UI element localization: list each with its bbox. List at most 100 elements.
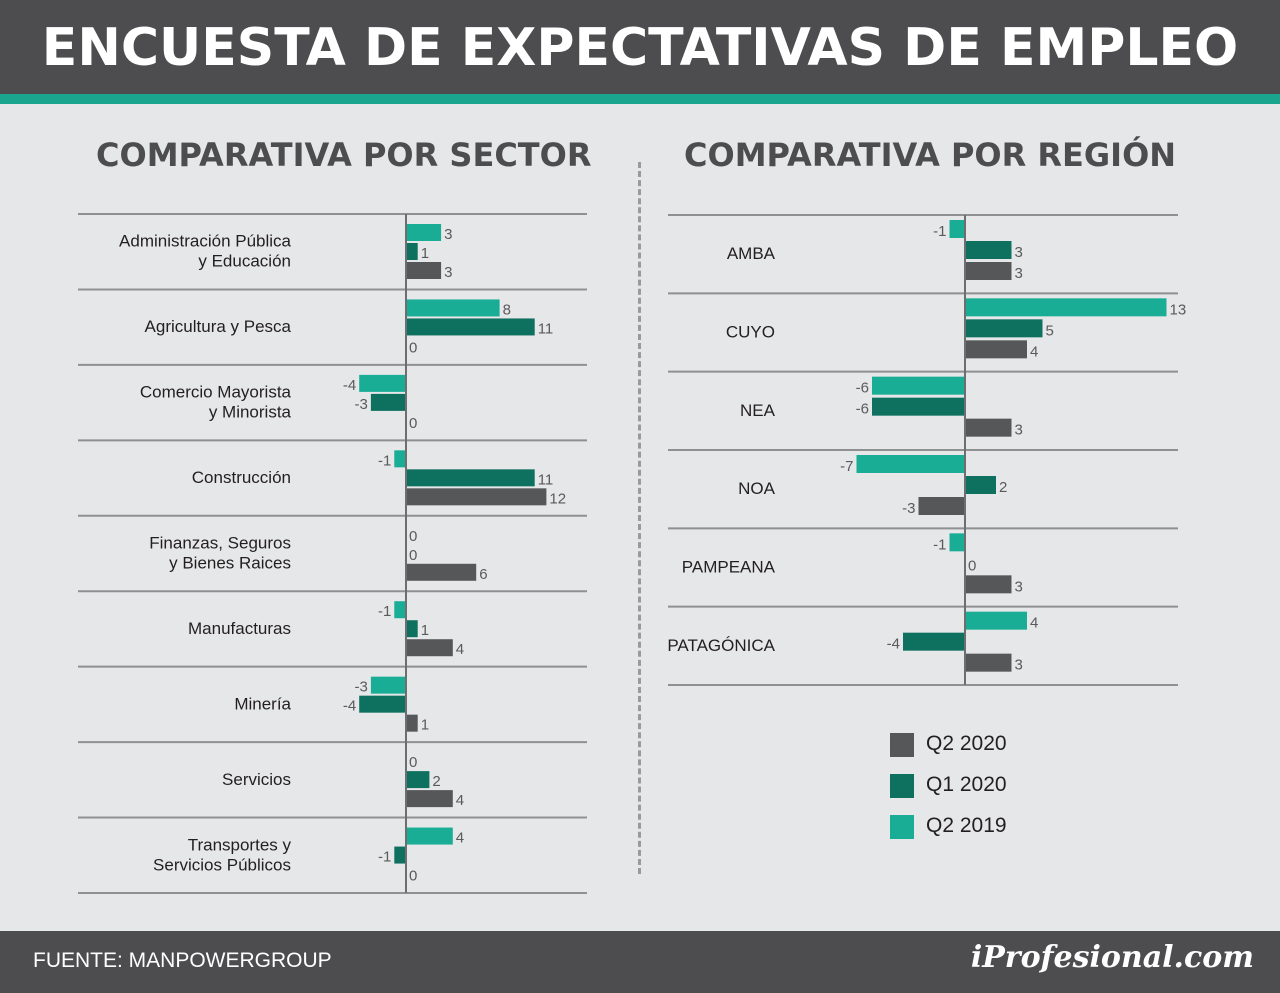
region-value-label: 3 (1015, 244, 1023, 261)
sector-bar-q2-2019 (406, 224, 442, 241)
legend-item-q2-2020: Q2 2020 (890, 730, 1090, 760)
sector-value-label: 1 (421, 717, 429, 734)
region-bar-q2-2019 (949, 533, 965, 552)
region-bar-q1-2020 (965, 319, 1043, 338)
sector-category-label: Transportes y (188, 835, 292, 854)
sector-bar-q2-2020 (406, 262, 442, 279)
legend-item-q1-2020: Q1 2020 (890, 771, 1090, 801)
region-value-label: 2 (999, 479, 1007, 496)
region-bar-q2-2020 (965, 653, 1012, 672)
sector-value-label: 0 (409, 754, 417, 771)
sector-bar-q2-2019 (394, 450, 406, 468)
sector-value-label: -1 (378, 452, 391, 469)
sector-bar-q1-2020 (359, 695, 406, 713)
sector-value-label: 6 (479, 566, 487, 583)
header-bar (0, 0, 1280, 94)
legend-swatch-q2-2020 (890, 733, 914, 757)
sector-chart-title: COMPARATIVA POR SECTOR (96, 136, 592, 174)
sector-value-label: 4 (456, 830, 464, 847)
sector-bar-q1-2020 (406, 318, 535, 336)
region-bar-q2-2019 (872, 376, 965, 395)
legend-item-q2-2019: Q2 2019 (890, 812, 1090, 842)
brand-logo: iProfesional.com (970, 940, 1254, 975)
chart-divider (638, 162, 641, 874)
sector-bar-q2-2020 (406, 488, 547, 506)
sector-value-label: 11 (538, 320, 554, 337)
sector-category-label: y Minorista (209, 403, 292, 422)
sector-value-label: 0 (409, 415, 417, 432)
region-category-label: NEA (740, 401, 776, 420)
sector-bar-q2-2019 (406, 299, 500, 317)
sector-bar-q2-2020 (406, 790, 453, 808)
legend-swatch-q2-2019 (890, 815, 914, 839)
sector-bar-q2-2020 (406, 714, 418, 732)
sector-value-label: -1 (378, 603, 391, 620)
region-bar-q2-2020 (965, 418, 1012, 437)
sector-category-label: Servicios (222, 770, 291, 789)
sector-bar-q1-2020 (370, 393, 406, 411)
region-bar-q1-2020 (965, 476, 996, 494)
region-category-label: PATAGÓNICA (667, 636, 775, 655)
region-value-label: -6 (856, 401, 869, 418)
header-accent-stripe (0, 94, 1280, 104)
sector-value-label: 3 (444, 226, 452, 243)
region-bar-q2-2020 (965, 575, 1012, 594)
sector-category-label: Administración Pública (119, 232, 292, 251)
sector-category-label: Manufacturas (188, 619, 291, 638)
sector-value-label: 0 (409, 339, 417, 356)
region-value-label: -1 (933, 223, 946, 240)
legend-swatch-q1-2020 (890, 774, 914, 798)
sector-bar-q2-2019 (359, 374, 406, 392)
sector-value-label: 2 (432, 773, 440, 790)
sector-value-label: -3 (355, 679, 368, 696)
sector-value-label: -4 (343, 698, 356, 715)
sector-bar-q2-2020 (406, 563, 477, 581)
region-value-label: 3 (1015, 422, 1023, 439)
region-category-label: CUYO (726, 323, 775, 342)
sector-category-label: Construcción (192, 468, 291, 487)
sector-value-label: -1 (378, 849, 391, 866)
region-value-label: 4 (1030, 343, 1038, 360)
region-value-label: -7 (840, 458, 853, 475)
region-bar-q2-2019 (856, 455, 965, 473)
sector-value-label: -4 (343, 377, 356, 394)
region-value-label: 5 (1046, 322, 1054, 339)
region-category-label: PAMPEANA (682, 558, 776, 577)
footer-bar (0, 931, 1280, 993)
region-bar-q2-2020 (965, 262, 1012, 280)
sector-value-label: 3 (444, 264, 452, 281)
sector-category-label: Minería (234, 694, 291, 713)
legend-label-q2-2020: Q2 2020 (926, 732, 1007, 755)
region-value-label: 3 (1015, 265, 1023, 282)
sector-value-label: -3 (355, 396, 368, 413)
region-bar-q1-2020 (965, 241, 1012, 259)
sector-category-label: Comercio Mayorista (140, 383, 292, 402)
sector-bar-q1-2020 (394, 846, 406, 864)
sector-category-label: Finanzas, Seguros (149, 534, 291, 553)
sector-value-label: 11 (538, 471, 554, 488)
legend-label-q2-2019: Q2 2019 (926, 814, 1007, 837)
region-bar-q2-2019 (965, 298, 1167, 317)
sector-bar-q1-2020 (406, 620, 418, 638)
region-bar-q1-2020 (872, 397, 965, 416)
region-bar-q2-2020 (965, 340, 1027, 359)
region-chart-title: COMPARATIVA POR REGIÓN (684, 136, 1177, 174)
region-bar-q2-2019 (965, 611, 1027, 630)
sector-bar-q2-2019 (394, 601, 406, 619)
sector-category-label: Servicios Públicos (153, 855, 291, 874)
sector-value-label: 1 (421, 622, 429, 639)
region-category-label: AMBA (727, 244, 776, 263)
sector-value-label: 12 (549, 490, 566, 507)
region-bar-q2-2019 (949, 220, 965, 238)
region-value-label: 3 (1015, 657, 1023, 674)
region-value-label: 0 (968, 557, 976, 574)
region-value-label: -6 (856, 380, 869, 397)
region-bar-q1-2020 (903, 632, 965, 651)
sector-value-label: 4 (456, 641, 464, 658)
region-value-label: 13 (1170, 301, 1187, 318)
sector-bar-q2-2019 (370, 676, 406, 694)
region-bar-q2-2020 (918, 497, 965, 515)
sector-value-label: 0 (409, 528, 417, 545)
sector-bar-q2-2019 (406, 827, 453, 845)
region-value-label: 4 (1030, 615, 1038, 632)
